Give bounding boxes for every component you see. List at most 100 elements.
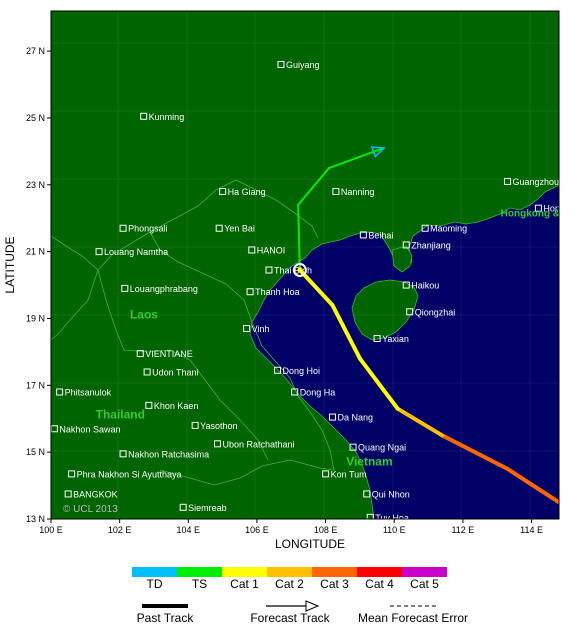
city-nakhon-sawan: Nakhon Sawan xyxy=(51,424,120,434)
city-thanh-hoa: Thanh Hoa xyxy=(246,287,300,297)
city-label: Phongsali xyxy=(128,224,168,234)
region-label-laos: Laos xyxy=(130,307,158,321)
city-label: Dong Hoi xyxy=(283,366,321,376)
city-yaxian: Yaxian xyxy=(373,334,409,344)
city-label: VIENTIANE xyxy=(145,349,193,359)
city-marker-icon xyxy=(265,266,273,274)
city-marker-icon xyxy=(277,60,285,68)
forecast-track-segment xyxy=(297,167,331,206)
city-khon-kaen: Khon Kaen xyxy=(145,401,198,411)
legend-label-td: TD xyxy=(147,577,163,591)
city-louangphrabang: Louangphrabang xyxy=(121,284,198,294)
city-label: Ha Giang xyxy=(228,187,266,197)
city-label: Udon Thani xyxy=(152,367,198,377)
city-marker-icon xyxy=(363,490,371,498)
city-marker-icon xyxy=(145,401,153,409)
forecast-arrow-icon xyxy=(370,146,386,158)
city-phitsanulok: Phitsanulok xyxy=(56,388,112,398)
legend-swatch-cat-5 xyxy=(402,567,447,577)
y-tick-label: 21 N xyxy=(26,247,45,257)
land-mass xyxy=(51,11,559,519)
city-marker-icon xyxy=(402,281,410,289)
map-area: Guiyang Kunming Ha Giang Nanning Guangzhou Ho… xyxy=(51,11,580,523)
city-label: Guiyang xyxy=(286,60,320,70)
legend-swatch-cat-4 xyxy=(357,567,402,577)
city-dong-ha: Dong Ha xyxy=(291,388,336,398)
city-label: Dong Ha xyxy=(300,388,336,398)
city-marker-icon xyxy=(143,368,151,376)
city-dong-hoi: Dong Hoi xyxy=(274,366,321,376)
region-label-thailand: Thailand xyxy=(96,408,145,422)
city-marker-icon xyxy=(179,503,187,511)
city-qiongzhai: Qiongzhai xyxy=(406,307,456,317)
city-maoming: Maoming xyxy=(421,224,467,234)
x-tick-label: 100 E xyxy=(39,525,63,535)
city-marker-icon xyxy=(215,224,223,232)
past-track-segment xyxy=(297,268,335,308)
city-label: Phitsanulok xyxy=(65,388,112,398)
region-label-vietnam: Vietnam xyxy=(346,455,392,469)
legend-swatch-cat-1 xyxy=(222,567,267,577)
region-label-hongkong-macau: Hongkong & Macau xyxy=(501,209,580,220)
city-marker-icon xyxy=(95,248,103,256)
storm-position-ring xyxy=(292,263,307,278)
legend-swatch-cat-3 xyxy=(312,567,357,577)
city-marker-icon xyxy=(349,443,357,451)
city-marker-icon xyxy=(359,231,367,239)
city-marker-icon xyxy=(136,350,144,358)
track-style-legend: Past Track Forecast Track Mean Forecast … xyxy=(137,600,468,625)
past-track-segment xyxy=(505,466,559,505)
current-position-marker xyxy=(292,263,307,278)
legend-label-cat-2: Cat 2 xyxy=(275,577,304,591)
city-zhanjiang: Zhanjiang xyxy=(402,240,451,250)
city-label: Tuy Hoa xyxy=(375,513,409,523)
city-label: Quang Ngai xyxy=(358,443,406,453)
x-tick-label: 114 E xyxy=(520,525,543,535)
copyright-text: © UCL 2013 xyxy=(63,504,118,515)
city-marker-icon xyxy=(246,288,254,296)
legend-swatch-cat-2 xyxy=(267,567,312,577)
city-beihai: Beihai xyxy=(359,230,393,240)
legend-swatch-td xyxy=(132,567,177,577)
city-marker-icon xyxy=(421,224,429,232)
y-tick-label: 13 N xyxy=(26,514,45,524)
city-nanning: Nanning xyxy=(332,187,374,197)
city-da-nang: Da Nang xyxy=(328,413,373,423)
y-tick-label: 23 N xyxy=(26,180,45,190)
graticule xyxy=(51,11,559,519)
city-label: Da Nang xyxy=(337,413,373,423)
city-marker-icon xyxy=(119,224,127,232)
city-label: Ubon Ratchathani xyxy=(222,439,294,449)
city-louang-namtha: Louang Namtha xyxy=(95,247,168,257)
x-axis-label: LONGITUDE xyxy=(275,537,345,551)
past-track-segment xyxy=(330,303,362,361)
forecast-track-segment xyxy=(328,147,385,170)
legend-label-cat-5: Cat 5 xyxy=(410,577,439,591)
city-kon-tum: Kon Tum xyxy=(322,469,367,479)
y-tick-label: 27 N xyxy=(26,46,45,56)
past-track-legend-label: Past Track xyxy=(137,611,195,625)
y-tick-label: 25 N xyxy=(26,113,45,123)
legend-label-cat-3: Cat 3 xyxy=(320,577,349,591)
city-marker-icon xyxy=(140,112,148,120)
x-tick-label: 112 E xyxy=(451,525,474,535)
border-laos-thailand xyxy=(97,269,269,461)
city-marker-icon xyxy=(56,388,64,396)
plot-frame xyxy=(50,10,560,520)
city-siemreab: Siemreab xyxy=(179,503,227,513)
city-marker-icon xyxy=(121,284,129,292)
border-china-vietnam xyxy=(97,179,319,271)
city-marker-icon xyxy=(213,440,221,448)
city-marker-icon xyxy=(406,308,414,316)
city-yasothon: Yasothon xyxy=(191,421,238,431)
hainan-island xyxy=(351,279,419,341)
x-tick-label: 104 E xyxy=(177,525,201,535)
x-tick-label: 108 E xyxy=(314,525,338,535)
city-label: Yen Bai xyxy=(224,224,255,234)
x-tick-label: 110 E xyxy=(383,525,406,535)
city-label: Qiongzhai xyxy=(415,307,456,317)
storm-track-layer xyxy=(292,146,559,505)
city-label: Zhanjiang xyxy=(411,240,451,250)
city-label: Guangzhou xyxy=(513,177,560,187)
past-track-segment xyxy=(395,406,445,438)
